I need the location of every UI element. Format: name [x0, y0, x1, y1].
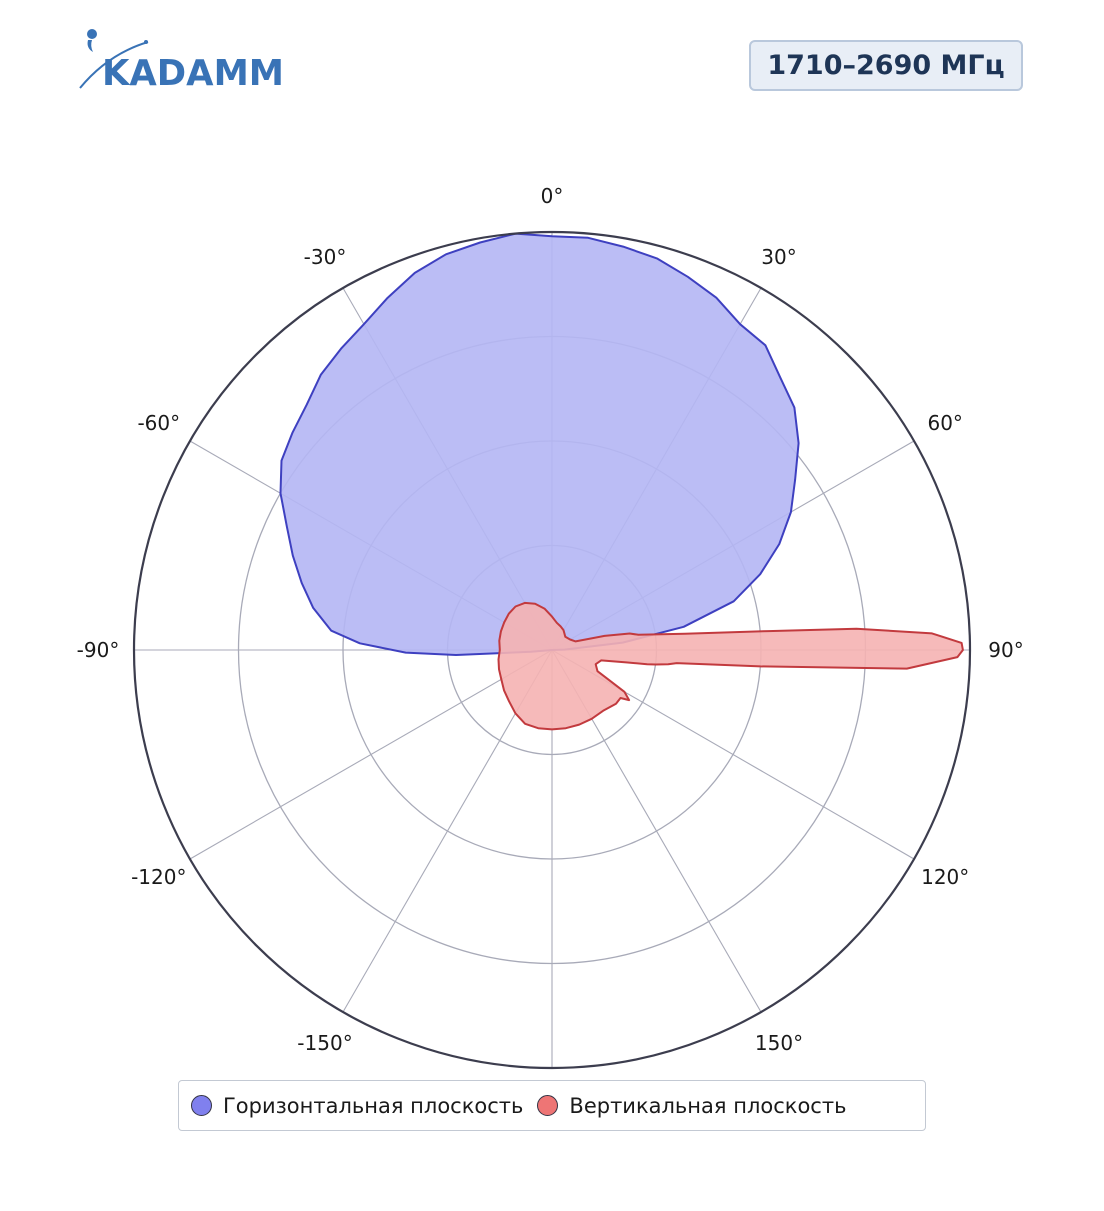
kadamm-logo: KADAMM: [79, 29, 284, 94]
angular-tick-labels: 0° 30° 60° 90° 120° 150° -150° -120° -90° -60° -30…: [77, 184, 1024, 1055]
angle-tick-label: 150°: [755, 1031, 803, 1055]
legend-item-vertical[interactable]: Вертикальная плоскость: [537, 1094, 846, 1118]
angle-tick-label: 120°: [921, 865, 969, 889]
legend-marker-horizontal: [191, 1095, 212, 1116]
angle-tick-label: 60°: [927, 411, 962, 435]
logo-swoosh: [79, 41, 149, 89]
outer-ring: [132, 230, 972, 1070]
logo-figure-body: [87, 40, 93, 52]
series-area-vertical: [497, 601, 964, 731]
angle-tick-label: 0°: [541, 184, 564, 208]
angle-tick-label: -150°: [297, 1031, 352, 1055]
frequency-badge: 1710–2690 МГц: [749, 40, 1023, 91]
angle-tick-label: -120°: [131, 865, 186, 889]
series-layer: [279, 232, 964, 731]
chart-legend: Горизонтальная плоскость Вертикальная пл…: [178, 1080, 926, 1131]
angle-tick-label: -30°: [304, 245, 347, 269]
angle-tick-label: 90°: [988, 638, 1023, 662]
legend-item-horizontal[interactable]: Горизонтальная плоскость: [191, 1094, 523, 1118]
logo-wordmark: KADAMM: [102, 53, 284, 94]
angle-tick-label: -90°: [77, 638, 120, 662]
grid-spoke-8: [189, 649, 553, 860]
angle-tick-label: -60°: [137, 411, 180, 435]
logo-figure-head: [87, 29, 97, 39]
legend-marker-vertical: [537, 1095, 559, 1116]
logo-swoosh-dot: [144, 40, 148, 44]
series-area-horizontal: [279, 232, 800, 656]
angle-tick-label: 30°: [761, 245, 796, 269]
legend-label-horizontal: Горизонтальная плоскость: [223, 1093, 524, 1118]
outer-ring-layer: [132, 230, 972, 1070]
legend-label-vertical: Вертикальная плоскость: [569, 1093, 847, 1118]
